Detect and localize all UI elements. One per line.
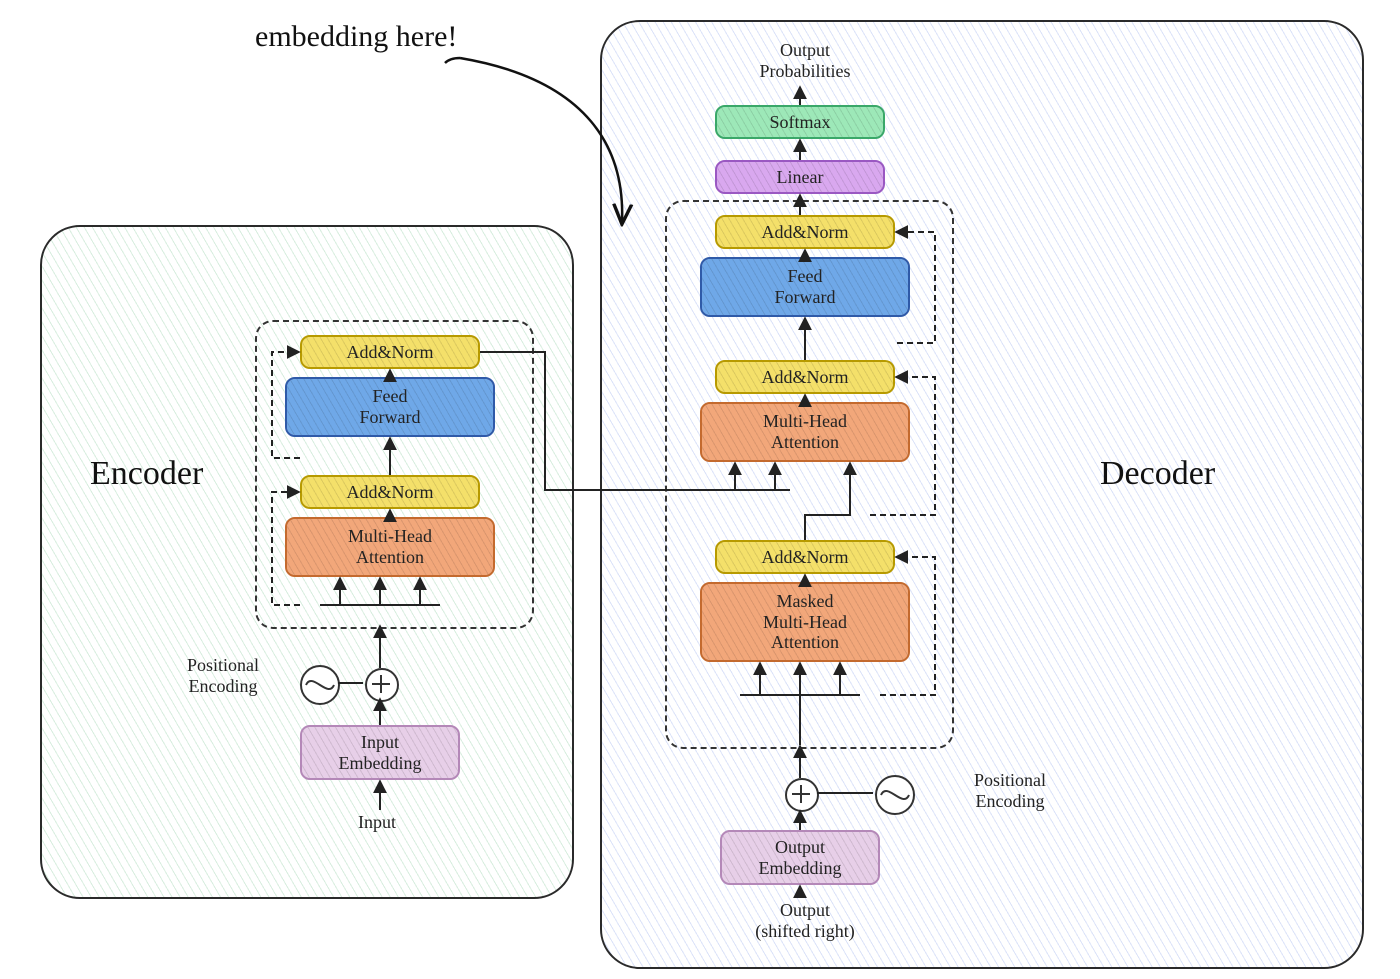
decoder-addnorm-3: Add&Norm [715, 540, 895, 574]
encoder-addnorm-top: Add&Norm [300, 335, 480, 369]
decoder-addnorm-2: Add&Norm [715, 360, 895, 394]
decoder-addnorm-1: Add&Norm [715, 215, 895, 249]
encoder-pe-icon [300, 665, 340, 705]
encoder-input-label: Input [358, 812, 396, 833]
encoder-mha: Multi-HeadAttention [285, 517, 495, 577]
decoder-output-shifted-label: Output(shifted right) [745, 900, 865, 941]
decoder-plus-icon [785, 778, 819, 812]
encoder-label: Encoder [90, 455, 203, 493]
decoder-pe-label: PositionalEncoding [955, 770, 1065, 811]
decoder-mha: Multi-HeadAttention [700, 402, 910, 462]
encoder-addnorm-mid: Add&Norm [300, 475, 480, 509]
encoder-plus-icon [365, 668, 399, 702]
decoder-label: Decoder [1100, 455, 1215, 493]
decoder-output-prob-label: OutputProbabilities [750, 40, 860, 81]
encoder-pe-label: PositionalEncoding [168, 655, 278, 696]
decoder-pe-icon [875, 775, 915, 815]
encoder-input-embedding: InputEmbedding [300, 725, 460, 780]
decoder-masked-mha: MaskedMulti-HeadAttention [700, 582, 910, 662]
encoder-feedforward: FeedForward [285, 377, 495, 437]
decoder-linear: Linear [715, 160, 885, 194]
decoder-softmax: Softmax [715, 105, 885, 139]
decoder-output-embedding: OutputEmbedding [720, 830, 880, 885]
embedding-annotation: embedding here! [255, 20, 457, 54]
decoder-feedforward: FeedForward [700, 257, 910, 317]
